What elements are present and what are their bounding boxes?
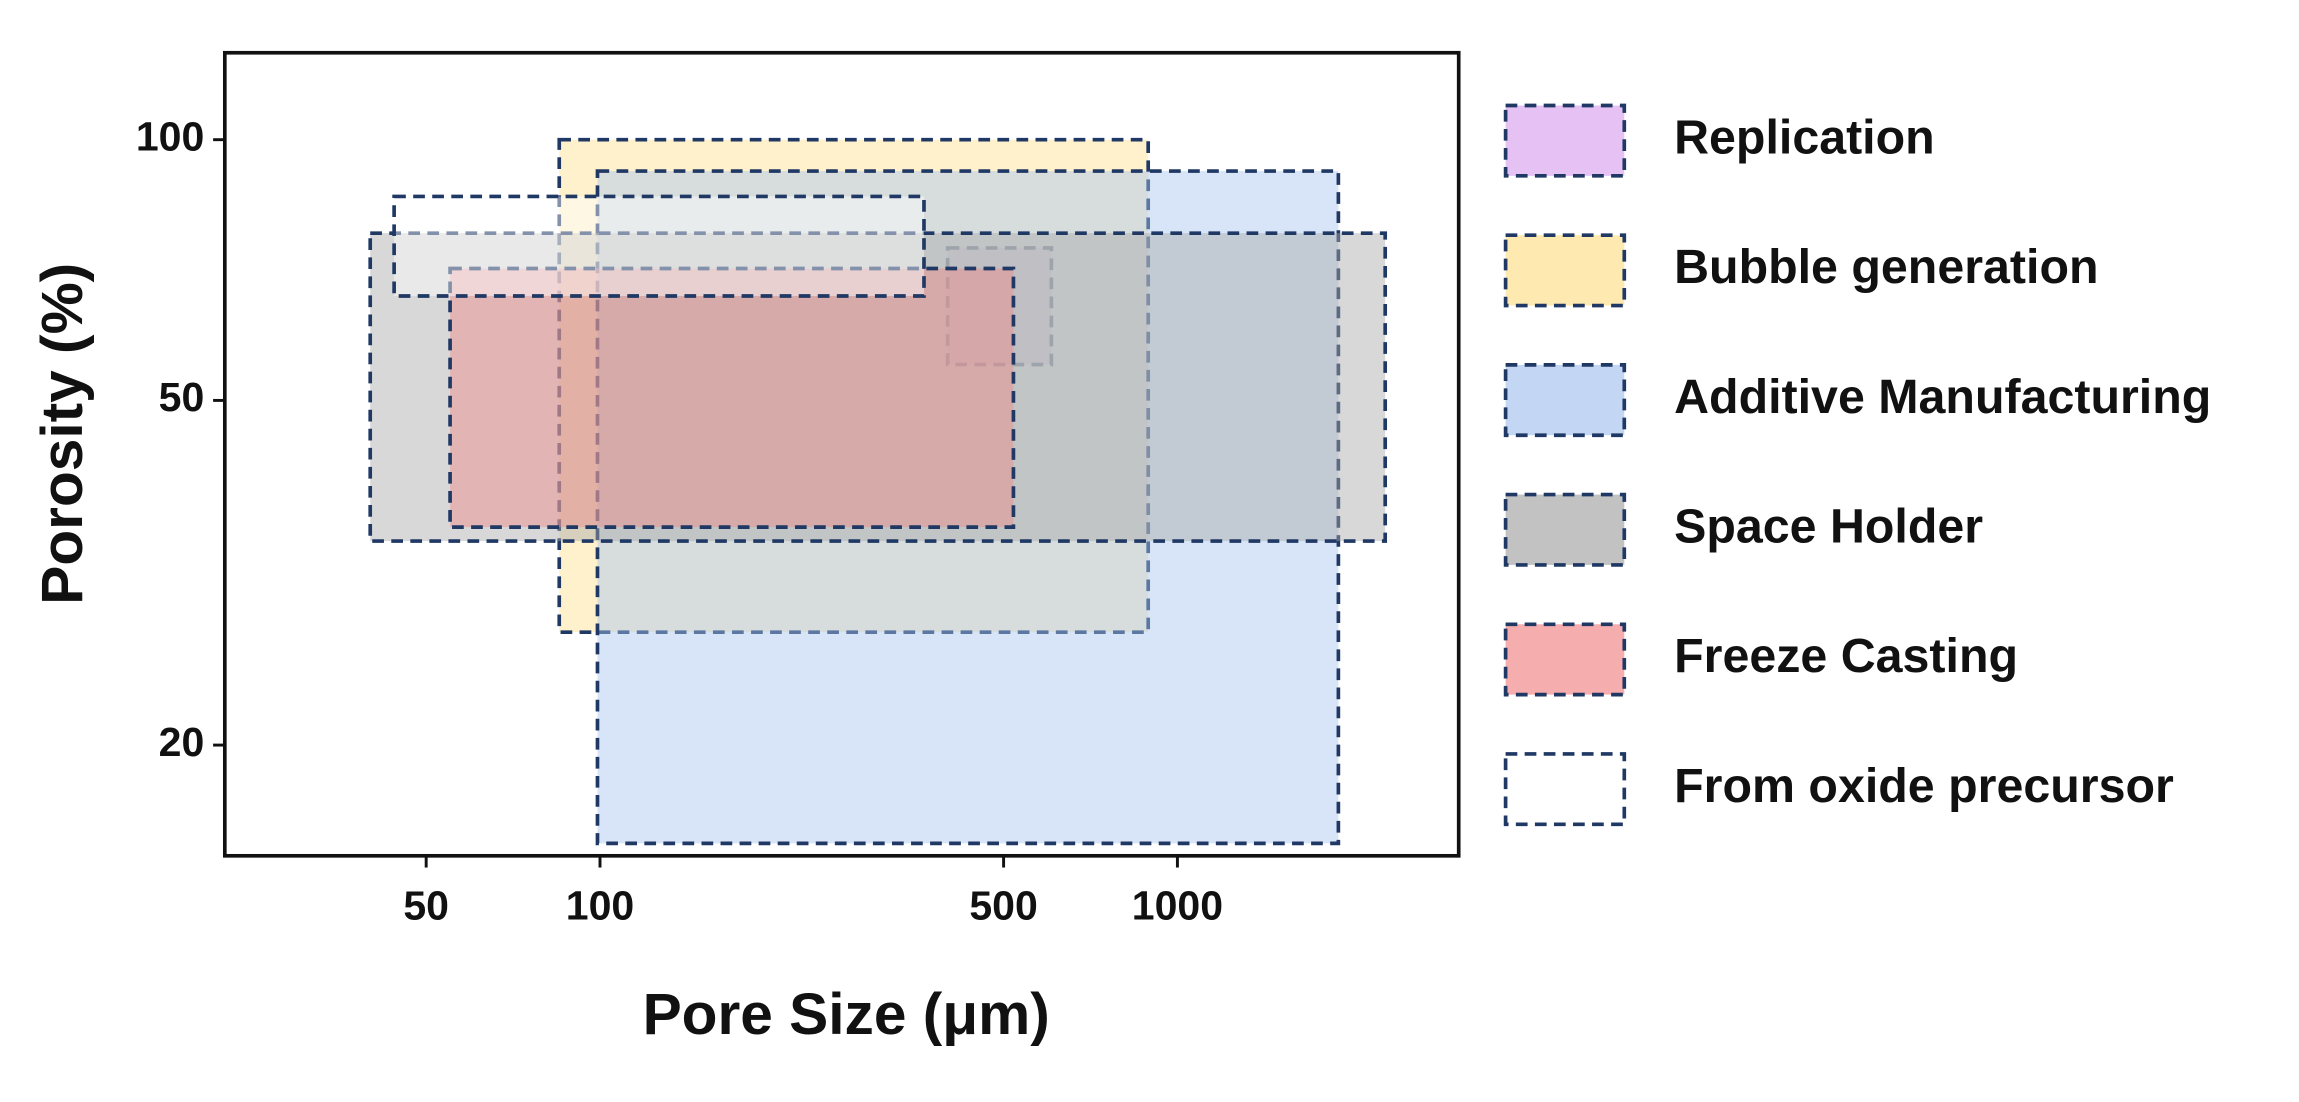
range-box xyxy=(368,231,1388,543)
x-tick-label: 500 xyxy=(969,882,1037,928)
legend-label: Replication xyxy=(1674,110,1935,164)
x-tick-label: 1000 xyxy=(1132,882,1223,928)
y-tick-label: 50 xyxy=(159,374,205,420)
legend-swatch xyxy=(1503,233,1627,308)
legend-swatch xyxy=(1503,363,1627,438)
range-box xyxy=(392,194,926,298)
plot-frame xyxy=(222,50,1461,858)
legend-label: From oxide precursor xyxy=(1674,759,2174,813)
range-box xyxy=(557,137,1151,635)
range-box xyxy=(595,169,1341,846)
x-tick-label: 50 xyxy=(403,882,449,928)
legend-label: Space Holder xyxy=(1674,500,1983,554)
legend-swatch xyxy=(1503,103,1627,178)
legend-swatch xyxy=(1503,752,1627,827)
legend-swatch xyxy=(1503,492,1627,567)
x-tick-label: 100 xyxy=(566,882,634,928)
y-tick-label: 20 xyxy=(159,719,205,765)
x-axis-label: Pore Size (μm) xyxy=(643,982,1050,1047)
legend-label: Bubble generation xyxy=(1674,240,2098,294)
range-box xyxy=(448,266,1016,529)
y-tick-label: 100 xyxy=(136,114,204,160)
y-axis-label: Porosity (%) xyxy=(30,263,95,605)
legend-label: Additive Manufacturing xyxy=(1674,370,2211,424)
legend-label: Freeze Casting xyxy=(1674,629,2018,683)
legend-swatch xyxy=(1503,622,1627,697)
